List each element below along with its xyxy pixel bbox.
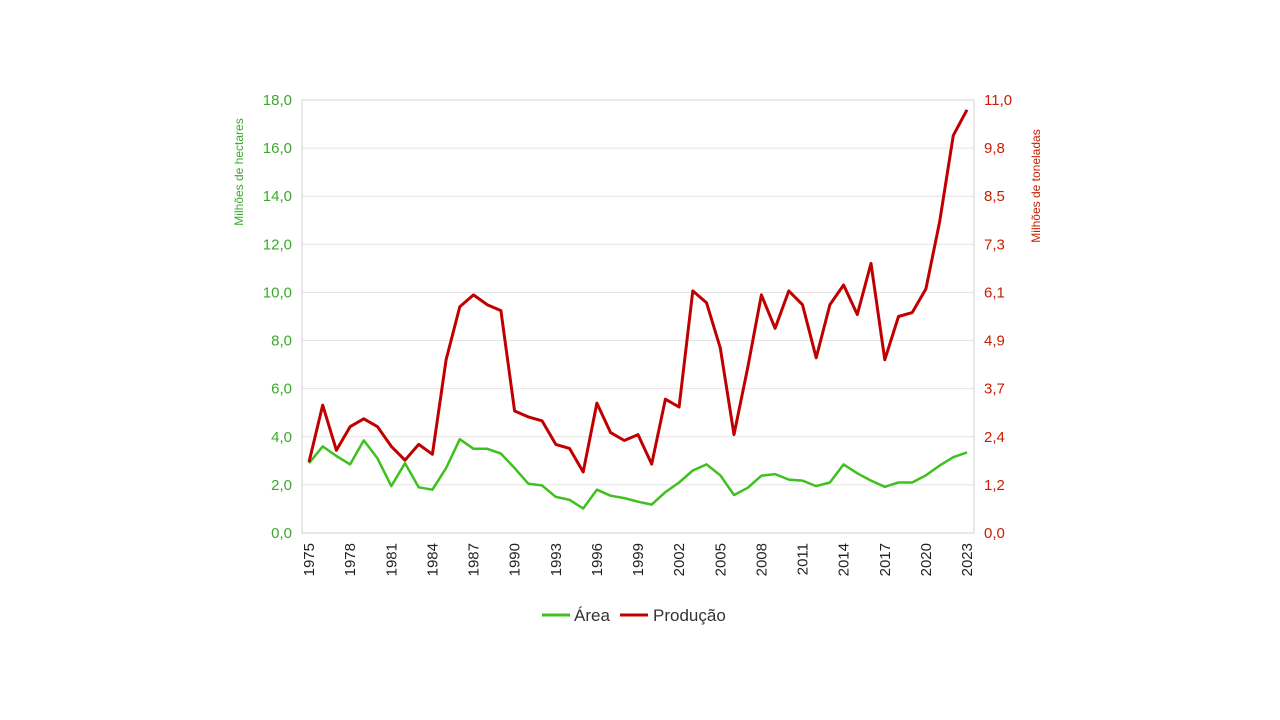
series-line-producao	[307, 109, 969, 474]
x-tick-label: 2023	[959, 543, 976, 576]
series-line-area	[308, 437, 968, 510]
x-tick-label: 1984	[424, 543, 441, 576]
y-left-tick-label: 12,0	[263, 236, 292, 253]
y-right-tick-label: 6,1	[984, 284, 1005, 301]
x-tick-label: 1975	[301, 543, 318, 576]
legend-label-producao: Produção	[653, 606, 726, 625]
y-left-tick-label: 16,0	[263, 140, 292, 157]
x-tick-label: 2002	[671, 543, 688, 576]
x-axis-ticks: 1975 1978 1981 1984 1987 1990 1993 1996 1999 2002…	[301, 543, 976, 576]
x-tick-label: 1996	[589, 543, 606, 576]
right-axis-ticks: 0,0 1,2 2,4 3,7 4,9 6,1 7,3 8,5 9,8 11,0	[984, 92, 1012, 542]
legend-label-area: Área	[574, 606, 610, 625]
x-tick-label: 1987	[466, 543, 483, 576]
y-left-tick-label: 8,0	[271, 333, 292, 350]
gridlines	[302, 99, 974, 486]
x-tick-label: 1993	[548, 543, 565, 576]
x-tick-label: 2005	[712, 543, 729, 576]
y-left-axis-title: Milhões de hectares	[232, 118, 246, 225]
y-right-tick-label: 2,4	[984, 429, 1005, 446]
x-tick-label: 1990	[507, 543, 524, 576]
x-tick-label: 2020	[918, 543, 935, 576]
y-left-tick-label: 2,0	[271, 477, 292, 494]
x-tick-label: 2014	[836, 543, 853, 576]
y-right-tick-label: 7,3	[984, 236, 1005, 253]
y-left-tick-label: 14,0	[263, 188, 292, 205]
legend: Área Produção	[542, 606, 726, 625]
y-right-tick-label: 9,8	[984, 140, 1005, 157]
x-tick-label: 1978	[342, 543, 359, 576]
left-axis-ticks: 0,0 2,0 4,0 6,0 8,0 10,0 12,0 14,0 16,0 18,0	[263, 92, 292, 542]
x-tick-label: 1981	[383, 543, 400, 576]
y-right-tick-label: 4,9	[984, 333, 1005, 350]
y-right-tick-label: 3,7	[984, 381, 1005, 398]
y-right-tick-label: 1,2	[984, 477, 1005, 494]
y-left-tick-label: 10,0	[263, 284, 292, 301]
y-right-tick-label: 11,0	[984, 92, 1012, 109]
y-right-axis-title: Milhões de toneladas	[1029, 129, 1043, 242]
y-right-tick-label: 8,5	[984, 188, 1005, 205]
x-tick-label: 2017	[877, 543, 894, 576]
plot-area-frame	[301, 99, 975, 534]
y-left-tick-label: 18,0	[263, 92, 292, 109]
y-left-tick-label: 0,0	[271, 525, 292, 542]
y-left-tick-label: 4,0	[271, 429, 292, 446]
x-tick-label: 2008	[753, 543, 770, 576]
x-tick-label: 2011	[795, 543, 812, 575]
series-layer	[307, 109, 969, 510]
y-left-tick-label: 6,0	[271, 381, 292, 398]
x-tick-label: 1999	[630, 543, 647, 576]
y-right-tick-label: 0,0	[984, 525, 1005, 542]
